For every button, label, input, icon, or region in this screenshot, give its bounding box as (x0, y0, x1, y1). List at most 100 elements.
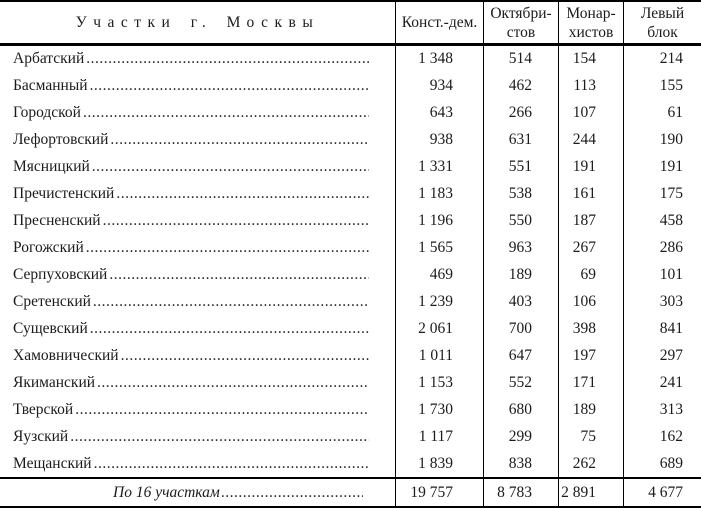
table-body: Арбатский...............................… (0, 46, 701, 477)
vote-count-cell: 934 (395, 72, 483, 100)
vote-count: 1 183 (418, 185, 453, 203)
table-row: Тверской................................… (0, 396, 701, 424)
vote-count: 69 (580, 265, 597, 283)
vote-count: 1 565 (418, 239, 453, 257)
vote-count-cell: 403 (483, 288, 558, 316)
table-row: Сущевский...............................… (0, 315, 701, 343)
vote-count: 838 (508, 454, 532, 472)
vote-count-cell: 155 (623, 72, 701, 100)
vote-count: 963 (508, 239, 532, 257)
table-row: Рогожский...............................… (0, 234, 701, 262)
header-cell-left-bloc: Левый блок (623, 2, 701, 43)
vote-count-cell: 841 (623, 315, 701, 343)
vote-count-cell: 1 011 (395, 342, 483, 370)
vote-count-cell: 106 (558, 288, 623, 316)
vote-count: 1 730 (418, 400, 453, 418)
district-name: Яузский (13, 427, 69, 445)
district-name: Лефортовский (13, 131, 109, 149)
vote-count: 631 (508, 131, 532, 149)
vote-count-cell: 700 (483, 315, 558, 343)
vote-count-cell: 550 (483, 207, 558, 235)
header-row: Участки г. Москвы Конст.-дем. Октябри- с… (0, 2, 701, 46)
vote-count: 680 (508, 400, 532, 418)
district-name: Басманный (13, 77, 88, 95)
vote-count-cell: 1 153 (395, 369, 483, 397)
dot-leader: ........................................… (109, 265, 369, 283)
vote-count-cell: 197 (558, 342, 623, 370)
vote-count-cell: 1 730 (395, 396, 483, 424)
vote-count: 398 (572, 319, 596, 337)
district-name: Сущевский (13, 319, 88, 337)
vote-count-cell: 113 (558, 72, 623, 100)
district-name-cell: Тверской................................… (0, 396, 395, 423)
vote-count: 241 (659, 373, 683, 391)
district-name-cell: Рогожский...............................… (0, 235, 395, 262)
district-name: Мещанский (13, 454, 92, 472)
vote-count-cell: 838 (483, 450, 558, 477)
vote-count-cell: 643 (395, 99, 483, 127)
vote-count: 700 (508, 319, 532, 337)
vote-count: 1 839 (418, 454, 453, 472)
district-name-cell: Арбатский...............................… (0, 46, 395, 73)
vote-count-cell: 297 (623, 342, 701, 370)
vote-count: 107 (572, 104, 596, 122)
vote-count: 2 061 (418, 319, 453, 337)
vote-count-cell: 190 (623, 126, 701, 154)
vote-count: 61 (667, 104, 684, 122)
vote-count: 469 (429, 265, 453, 283)
header-cell-districts: Участки г. Москвы (0, 2, 395, 43)
vote-count: 189 (508, 265, 532, 283)
vote-count: 106 (572, 292, 596, 310)
table-row: Арбатский...............................… (0, 46, 701, 73)
vote-count-cell: 299 (483, 423, 558, 451)
vote-count-cell: 514 (483, 46, 558, 73)
vote-count-cell: 1 183 (395, 180, 483, 208)
vote-count: 267 (572, 239, 596, 257)
vote-count: 1 239 (418, 292, 453, 310)
vote-count-cell: 1 196 (395, 207, 483, 235)
district-name: Пресненский (13, 212, 101, 230)
vote-count: 550 (508, 212, 532, 230)
vote-count-cell: 398 (558, 315, 623, 343)
vote-count-cell: 313 (623, 396, 701, 424)
dot-leader: ........................................… (82, 104, 369, 122)
vote-count-cell: 61 (623, 99, 701, 127)
vote-count-cell: 187 (558, 207, 623, 235)
vote-count-cell: 1 117 (395, 423, 483, 451)
vote-count: 75 (580, 427, 597, 445)
vote-count: 1 117 (418, 427, 453, 445)
district-name-cell: Лефортовский............................… (0, 127, 395, 154)
vote-count-cell: 262 (558, 450, 623, 477)
vote-count: 297 (659, 346, 683, 364)
party-header-line: Конст.-дем. (401, 14, 478, 31)
vote-count-cell: 75 (558, 423, 623, 451)
dot-leader: ........................................… (75, 400, 369, 418)
vote-count-cell: 1 348 (395, 46, 483, 73)
dot-leader: ........................................… (70, 427, 369, 445)
total-row: По 16 участкам..........................… (0, 477, 701, 506)
vote-count: 303 (659, 292, 683, 310)
vote-count: 191 (572, 158, 596, 176)
party-header-line: Октябри- (490, 4, 552, 22)
header-cell-octobrists: Октябри- стов (483, 2, 558, 43)
vote-count: 458 (659, 212, 683, 230)
vote-count-cell: 69 (558, 261, 623, 289)
vote-count-cell: 2 061 (395, 315, 483, 343)
vote-count: 191 (659, 158, 683, 176)
table-row: Мещанский...............................… (0, 450, 701, 477)
vote-count-cell: 538 (483, 180, 558, 208)
dot-leader: ........................................… (89, 77, 369, 95)
dot-leader: ........................................… (97, 373, 369, 391)
party-header-line: Монар- (566, 4, 616, 22)
dot-leader: ........................................… (91, 158, 369, 176)
vote-count-cell: 162 (623, 423, 701, 451)
dot-leader: ........................................… (89, 319, 369, 337)
table-row: Серпуховский............................… (0, 261, 701, 289)
vote-count: 552 (508, 373, 532, 391)
vote-count: 161 (572, 185, 596, 203)
party-header-line: стов (506, 23, 536, 41)
vote-count: 286 (659, 239, 683, 257)
vote-count: 214 (659, 50, 683, 68)
header-cell-monarchists: Монар- хистов (558, 2, 623, 43)
vote-count-cell: 286 (623, 234, 701, 262)
